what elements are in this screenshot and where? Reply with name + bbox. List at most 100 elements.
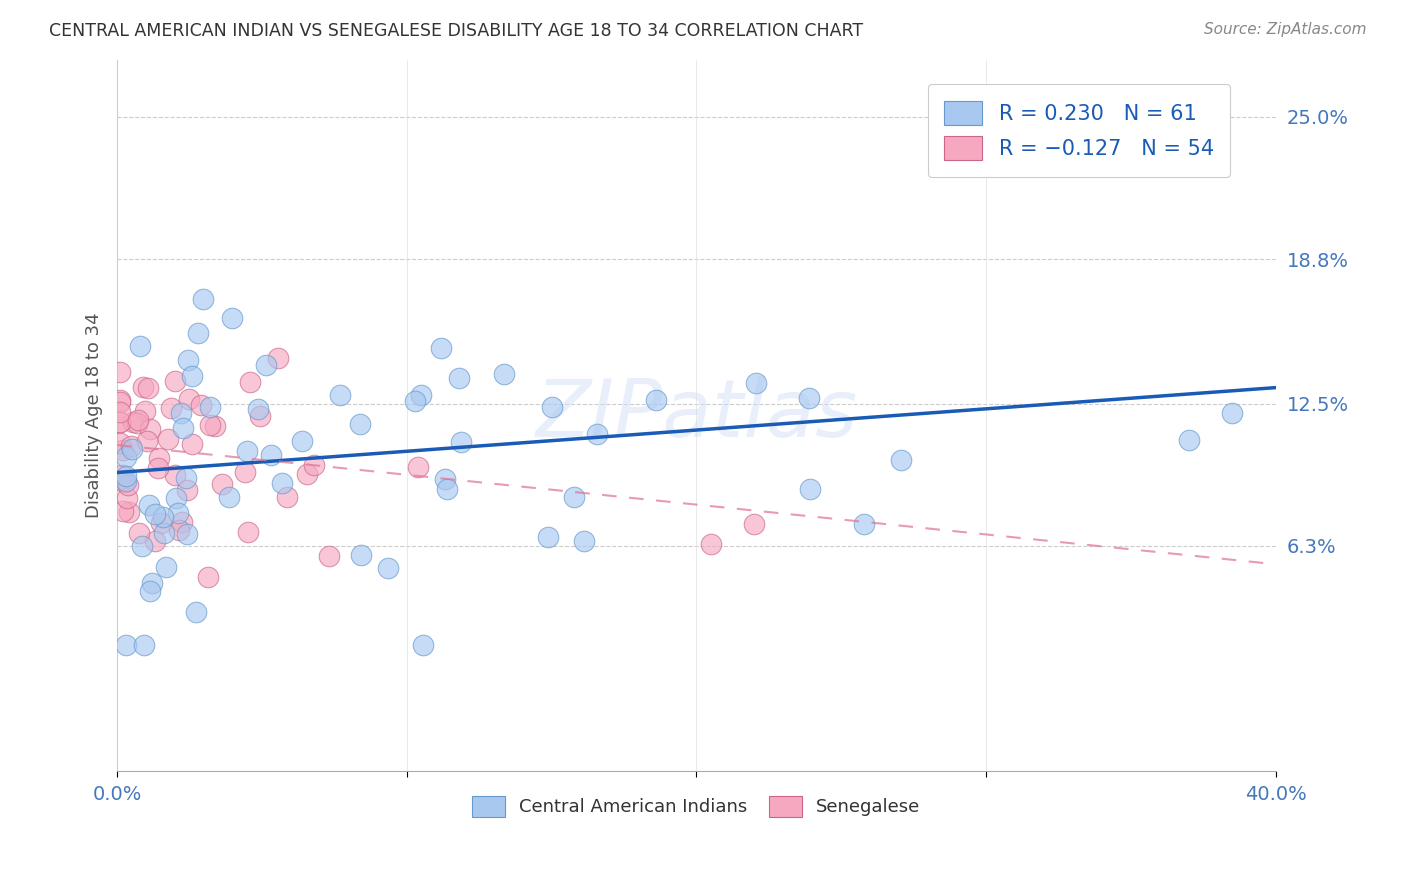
Point	[447, 371, 470, 385]
Point	[117, 478, 139, 492]
Point	[745, 376, 768, 391]
Point	[1220, 406, 1243, 420]
Point	[193, 292, 215, 306]
Point	[125, 417, 148, 431]
Point	[136, 381, 159, 395]
Point	[152, 509, 174, 524]
Point	[167, 523, 190, 537]
Point	[176, 527, 198, 541]
Point	[108, 415, 131, 429]
Point	[145, 507, 167, 521]
Point	[267, 351, 290, 365]
Point	[239, 375, 262, 389]
Point	[541, 401, 564, 415]
Point	[236, 443, 259, 458]
Point	[120, 439, 142, 453]
Point	[644, 392, 666, 407]
Point	[259, 448, 281, 462]
Point	[349, 417, 371, 431]
Text: CENTRAL AMERICAN INDIAN VS SENEGALESE DISABILITY AGE 18 TO 34 CORRELATION CHART: CENTRAL AMERICAN INDIAN VS SENEGALESE DI…	[49, 22, 863, 40]
Point	[564, 490, 586, 504]
Point	[852, 516, 875, 531]
Point	[799, 483, 821, 497]
Point	[115, 468, 138, 483]
Point	[197, 570, 219, 584]
Point	[436, 482, 458, 496]
Point	[121, 442, 143, 457]
Point	[128, 525, 150, 540]
Point	[167, 506, 190, 520]
Point	[115, 474, 138, 488]
Point	[157, 432, 180, 446]
Point	[295, 467, 318, 482]
Point	[204, 418, 226, 433]
Point	[198, 418, 221, 433]
Point	[160, 401, 183, 416]
Point	[108, 404, 131, 418]
Point	[108, 365, 131, 379]
Point	[163, 467, 186, 482]
Point	[406, 459, 429, 474]
Point	[112, 443, 135, 458]
Point	[177, 392, 200, 407]
Point	[155, 560, 177, 574]
Point	[108, 395, 131, 409]
Point	[174, 471, 197, 485]
Point	[108, 393, 131, 408]
Point	[254, 358, 277, 372]
Point	[890, 453, 912, 467]
Point	[165, 491, 187, 506]
Point	[163, 374, 186, 388]
Point	[233, 465, 256, 479]
Point	[127, 412, 149, 426]
Point	[111, 504, 134, 518]
Point	[146, 460, 169, 475]
Point	[136, 434, 159, 448]
Point	[586, 427, 609, 442]
Point	[492, 367, 515, 381]
Point	[572, 533, 595, 548]
Point	[180, 437, 202, 451]
Point	[118, 505, 141, 519]
Point	[141, 576, 163, 591]
Text: Source: ZipAtlas.com: Source: ZipAtlas.com	[1204, 22, 1367, 37]
Point	[187, 326, 209, 340]
Point	[176, 483, 198, 498]
Point	[111, 467, 134, 482]
Point	[108, 415, 131, 429]
Point	[350, 549, 373, 563]
Point	[172, 421, 194, 435]
Point	[302, 458, 325, 473]
Point	[700, 537, 723, 551]
Y-axis label: Disability Age 18 to 34: Disability Age 18 to 34	[86, 312, 103, 518]
Point	[181, 369, 204, 384]
Point	[271, 475, 294, 490]
Point	[112, 475, 135, 489]
Point	[132, 638, 155, 652]
Point	[276, 490, 298, 504]
Point	[170, 406, 193, 420]
Point	[200, 400, 222, 414]
Point	[404, 394, 426, 409]
Point	[797, 391, 820, 405]
Point	[139, 422, 162, 436]
Point	[148, 451, 170, 466]
Point	[536, 530, 558, 544]
Point	[742, 517, 765, 532]
Point	[170, 515, 193, 529]
Point	[221, 311, 243, 326]
Point	[131, 539, 153, 553]
Point	[412, 638, 434, 652]
Point	[121, 415, 143, 429]
Point	[434, 472, 457, 486]
Point	[184, 605, 207, 619]
Point	[134, 404, 156, 418]
Point	[291, 434, 314, 449]
Point	[411, 388, 433, 402]
Point	[115, 638, 138, 652]
Point	[108, 436, 131, 450]
Point	[115, 450, 138, 465]
Point	[150, 516, 173, 530]
Point	[143, 533, 166, 548]
Point	[211, 477, 233, 491]
